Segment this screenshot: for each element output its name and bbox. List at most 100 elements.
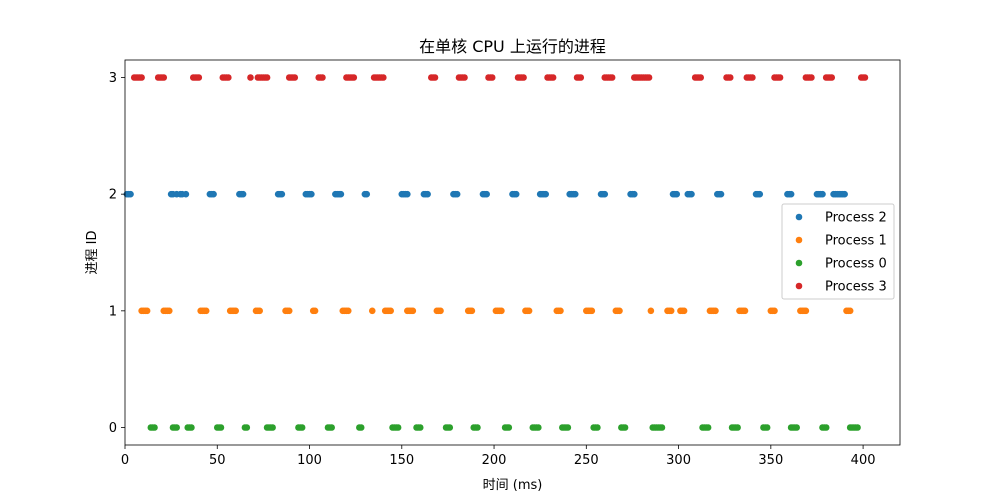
- data-point: [291, 74, 299, 81]
- data-point: [217, 424, 225, 431]
- data-point: [225, 74, 232, 81]
- y-axis-label: 进程 ID: [85, 231, 100, 275]
- data-point: [431, 74, 439, 81]
- data-point: [854, 424, 861, 431]
- chart-title: 在单核 CPU 上运行的进程: [419, 37, 606, 56]
- legend-marker: [795, 282, 803, 290]
- data-point: [243, 424, 251, 431]
- data-point: [151, 424, 158, 431]
- data-point: [285, 307, 293, 315]
- legend: Process 2 Process 1 Process 0 Process 3: [781, 203, 895, 300]
- data-point: [549, 74, 557, 81]
- data-point: [350, 74, 358, 81]
- data-point: [822, 424, 830, 431]
- data-point: [697, 74, 705, 81]
- data-point: [394, 424, 402, 431]
- data-point: [298, 424, 306, 431]
- data-point: [319, 74, 326, 81]
- data-point: [621, 424, 629, 431]
- data-point: [173, 424, 180, 431]
- data-point: [512, 190, 520, 198]
- data-point: [658, 424, 666, 431]
- data-point: [488, 74, 496, 81]
- data-point: [461, 74, 468, 81]
- data-point: [127, 190, 134, 198]
- legend-label: Process 1: [825, 234, 887, 249]
- data-point: [535, 424, 542, 431]
- data-point: [498, 307, 505, 315]
- data-point: [363, 190, 371, 198]
- data-point: [263, 74, 271, 81]
- data-point: [202, 307, 210, 315]
- data-point: [483, 190, 490, 198]
- data-point: [645, 74, 653, 81]
- data-point: [160, 74, 168, 81]
- x-tick-label: 100: [297, 453, 322, 468]
- x-tick-label: 300: [666, 453, 691, 468]
- series-process-0: [147, 424, 861, 431]
- data-point: [608, 74, 616, 81]
- data-point: [564, 424, 572, 431]
- data-point: [763, 424, 771, 431]
- data-point: [861, 74, 869, 81]
- data-point: [311, 307, 319, 315]
- y-tick-label: 0: [109, 421, 117, 436]
- data-point: [673, 190, 681, 198]
- x-tick-label: 0: [121, 453, 129, 468]
- data-point: [808, 74, 815, 81]
- y-tick-label: 3: [109, 71, 117, 86]
- data-point: [841, 190, 848, 198]
- data-point: [416, 424, 424, 431]
- data-point: [446, 424, 454, 431]
- data-point: [210, 190, 217, 198]
- data-point: [165, 307, 173, 315]
- data-point: [188, 424, 195, 431]
- x-tick-label: 50: [209, 453, 226, 468]
- data-point: [239, 190, 247, 198]
- x-tick-label: 400: [851, 453, 876, 468]
- data-point: [505, 424, 513, 431]
- data-point: [182, 190, 190, 198]
- data-point: [667, 307, 675, 315]
- data-point: [793, 424, 800, 431]
- legend-label: Process 0: [825, 257, 887, 272]
- x-tick-label: 150: [389, 453, 414, 468]
- y-tick-label: 2: [109, 188, 117, 203]
- data-point: [802, 307, 810, 315]
- data-point: [138, 74, 145, 81]
- data-point: [404, 190, 411, 198]
- x-tick-label: 200: [482, 453, 507, 468]
- data-point: [278, 190, 286, 198]
- legend-label: Process 3: [825, 280, 887, 295]
- data-point: [771, 307, 778, 315]
- legend-marker: [795, 213, 803, 221]
- data-point: [601, 190, 609, 198]
- data-point: [688, 190, 695, 198]
- data-point: [380, 74, 387, 81]
- data-layer: [123, 74, 869, 431]
- data-point: [387, 307, 395, 315]
- data-point: [630, 190, 638, 198]
- data-point: [588, 307, 596, 315]
- x-tick-label: 250: [574, 453, 599, 468]
- data-point: [717, 190, 725, 198]
- data-point: [525, 307, 533, 315]
- plot-frame: [124, 59, 901, 446]
- data-point: [726, 74, 734, 81]
- data-point: [776, 74, 784, 81]
- legend-label: Process 2: [825, 211, 887, 226]
- data-point: [368, 307, 376, 315]
- x-axis-label: 时间 (ms): [483, 478, 543, 493]
- data-point: [195, 74, 203, 81]
- data-point: [557, 307, 564, 315]
- data-point: [749, 74, 756, 81]
- y-tick-label: 1: [109, 304, 117, 319]
- data-point: [594, 424, 601, 431]
- series-process-3: [130, 74, 869, 81]
- data-point: [328, 424, 335, 431]
- data-point: [756, 190, 764, 198]
- data-point: [734, 424, 741, 431]
- data-point: [269, 424, 276, 431]
- data-point: [344, 307, 352, 315]
- data-point: [308, 190, 315, 198]
